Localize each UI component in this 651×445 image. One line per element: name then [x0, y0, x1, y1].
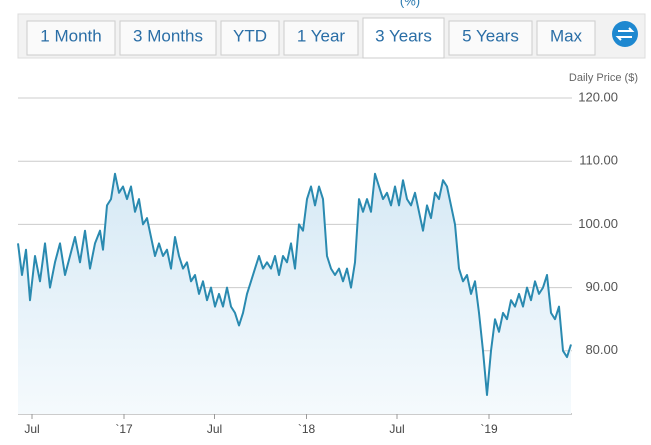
- button-bg[interactable]: [536, 20, 596, 56]
- price-area: [18, 173, 571, 414]
- y-tick-label: 110.00: [579, 153, 618, 168]
- range-button[interactable]: 3 Months: [119, 20, 217, 56]
- y-tick-label: 90.00: [585, 279, 618, 294]
- button-label[interactable]: 1 Year: [297, 26, 346, 45]
- button-bg[interactable]: [283, 20, 359, 56]
- range-button[interactable]: 1 Month: [26, 20, 116, 56]
- range-button[interactable]: 5 Years: [448, 20, 533, 56]
- y-tick-label: 100.00: [578, 216, 618, 231]
- swap-icon: [615, 27, 635, 41]
- x-tick-label: `17: [115, 422, 133, 436]
- x-tick-label: Jul: [207, 422, 222, 436]
- range-button[interactable]: Max: [536, 20, 596, 56]
- button-label[interactable]: 1 Month: [40, 26, 101, 45]
- range-button[interactable]: 1 Year: [283, 20, 359, 56]
- x-tick-label: `18: [298, 422, 316, 436]
- x-tick-label: `19: [480, 422, 498, 436]
- button-label[interactable]: 5 Years: [462, 26, 519, 45]
- swap-button[interactable]: [612, 21, 638, 47]
- button-bg[interactable]: [220, 20, 280, 56]
- range-button[interactable]: YTD: [220, 20, 280, 56]
- button-bg[interactable]: [448, 20, 533, 56]
- button-label[interactable]: 3 Months: [133, 26, 203, 45]
- x-tick-label: Jul: [24, 422, 39, 436]
- button-label[interactable]: YTD: [233, 26, 267, 45]
- price-line: [17, 172, 572, 396]
- y-tick-label: 120.00: [578, 89, 618, 104]
- button-label[interactable]: Max: [550, 26, 583, 45]
- range-button[interactable]: 3 Years: [362, 17, 445, 59]
- button-bg[interactable]: [362, 17, 445, 59]
- y-tick-label: 80.00: [585, 342, 618, 357]
- y-axis-label: Daily Price ($): [569, 72, 638, 84]
- x-tick-label: Jul: [389, 422, 404, 436]
- button-bg[interactable]: [26, 20, 116, 56]
- header-note: (%): [400, 0, 420, 8]
- button-label[interactable]: 3 Years: [375, 26, 432, 45]
- button-bg[interactable]: [119, 20, 217, 56]
